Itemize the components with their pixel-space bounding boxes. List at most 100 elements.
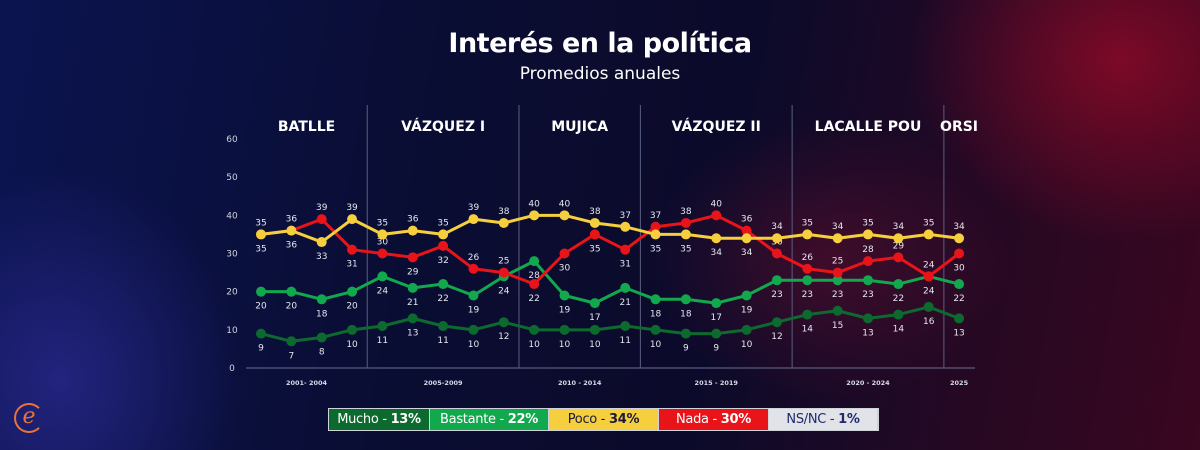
data-label: 34 — [953, 222, 965, 232]
data-point — [863, 256, 873, 267]
period-name: BATLLE — [278, 119, 335, 135]
data-point — [407, 225, 418, 236]
data-label: 22 — [437, 294, 448, 304]
data-label: 30 — [559, 264, 571, 274]
data-label: 21 — [619, 298, 630, 308]
legend-label: Poco - — [567, 412, 610, 427]
data-point — [711, 328, 722, 339]
legend-label: Bastante - — [440, 412, 508, 427]
data-point — [286, 225, 297, 236]
data-point — [347, 214, 358, 225]
data-label: 36 — [407, 215, 419, 225]
data-label: 14 — [893, 325, 905, 335]
data-label: 23 — [832, 290, 843, 300]
data-point — [316, 332, 327, 343]
data-label: 35 — [923, 218, 934, 228]
data-point — [438, 240, 449, 251]
period-years: 2025 — [950, 379, 969, 387]
data-label: 22 — [528, 294, 539, 304]
data-label: 35 — [589, 244, 600, 254]
data-point — [468, 263, 479, 274]
data-point — [589, 217, 600, 228]
data-point — [832, 275, 843, 286]
data-label: 23 — [862, 290, 873, 300]
series-line — [261, 259, 960, 305]
data-point — [347, 244, 358, 255]
data-label: 15 — [832, 321, 843, 331]
data-point — [620, 282, 631, 293]
legend-value: 1% — [838, 412, 860, 427]
data-label: 34 — [893, 222, 905, 232]
data-point — [680, 294, 691, 305]
data-label: 34 — [771, 222, 783, 232]
data-point — [529, 256, 540, 267]
data-point — [559, 210, 570, 221]
data-label: 10 — [559, 340, 571, 350]
period-name: MUJICA — [551, 119, 608, 135]
period-years: 2001- 2004 — [286, 379, 328, 387]
y-tick-label: 20 — [226, 288, 238, 298]
data-point — [256, 328, 266, 339]
data-point — [620, 244, 631, 255]
data-point — [407, 252, 418, 263]
data-label: 14 — [802, 325, 814, 335]
data-label: 34 — [832, 222, 844, 232]
data-point — [316, 294, 327, 305]
data-point — [771, 248, 782, 259]
data-point — [468, 214, 479, 225]
series-poco: 35 36 33 39 35 36 35 39 38 40 40 38 37 35 35 34 34 34 35 34… — [255, 199, 965, 262]
data-label: 35 — [255, 218, 266, 228]
data-point — [377, 229, 388, 240]
data-label: 10 — [528, 340, 540, 350]
data-label: 11 — [437, 336, 448, 346]
period-years: 2015 - 2019 — [695, 379, 739, 387]
data-point — [347, 286, 358, 297]
data-label: 31 — [619, 260, 630, 270]
data-label: 19 — [468, 305, 480, 315]
data-point — [256, 229, 266, 240]
data-label: 19 — [741, 305, 753, 315]
data-label: 20 — [286, 302, 298, 312]
data-point — [559, 290, 570, 301]
y-tick-label: 30 — [226, 250, 238, 260]
data-label: 9 — [258, 344, 264, 354]
data-label: 34 — [711, 248, 723, 258]
series-line — [260, 213, 960, 286]
data-point — [863, 229, 873, 240]
data-point — [680, 217, 691, 228]
data-label: 40 — [711, 199, 723, 209]
data-point — [893, 233, 904, 244]
data-label: 29 — [407, 267, 419, 277]
data-label: 11 — [377, 336, 388, 346]
data-point — [377, 248, 388, 259]
data-point — [498, 217, 509, 228]
data-point — [893, 279, 904, 290]
data-label: 13 — [407, 328, 418, 338]
chart-subtitle: Promedios anuales — [519, 64, 681, 84]
data-label: 24 — [923, 286, 935, 296]
data-label: 31 — [346, 260, 357, 270]
data-label: 10 — [741, 340, 753, 350]
data-point — [468, 290, 479, 301]
data-label: 25 — [498, 257, 509, 267]
brand-logo: e — [14, 403, 44, 433]
data-point — [650, 229, 661, 240]
data-point — [741, 225, 752, 236]
data-label: 37 — [650, 211, 661, 221]
data-label: 20 — [255, 302, 267, 312]
legend-label: Nada - — [676, 412, 721, 427]
data-label: 32 — [437, 256, 448, 266]
data-label: 40 — [559, 199, 571, 209]
legend-label: Mucho - — [337, 412, 391, 427]
data-point — [802, 275, 813, 286]
data-label: 35 — [802, 218, 813, 228]
data-point — [559, 324, 570, 335]
data-point — [923, 301, 934, 312]
data-label: 38 — [680, 207, 692, 217]
data-label: 24 — [498, 286, 510, 296]
chart-title: Interés en la política — [448, 28, 752, 59]
data-label: 11 — [619, 336, 630, 346]
data-point — [802, 309, 813, 320]
data-label: 17 — [589, 313, 600, 323]
data-label: 35 — [862, 218, 873, 228]
